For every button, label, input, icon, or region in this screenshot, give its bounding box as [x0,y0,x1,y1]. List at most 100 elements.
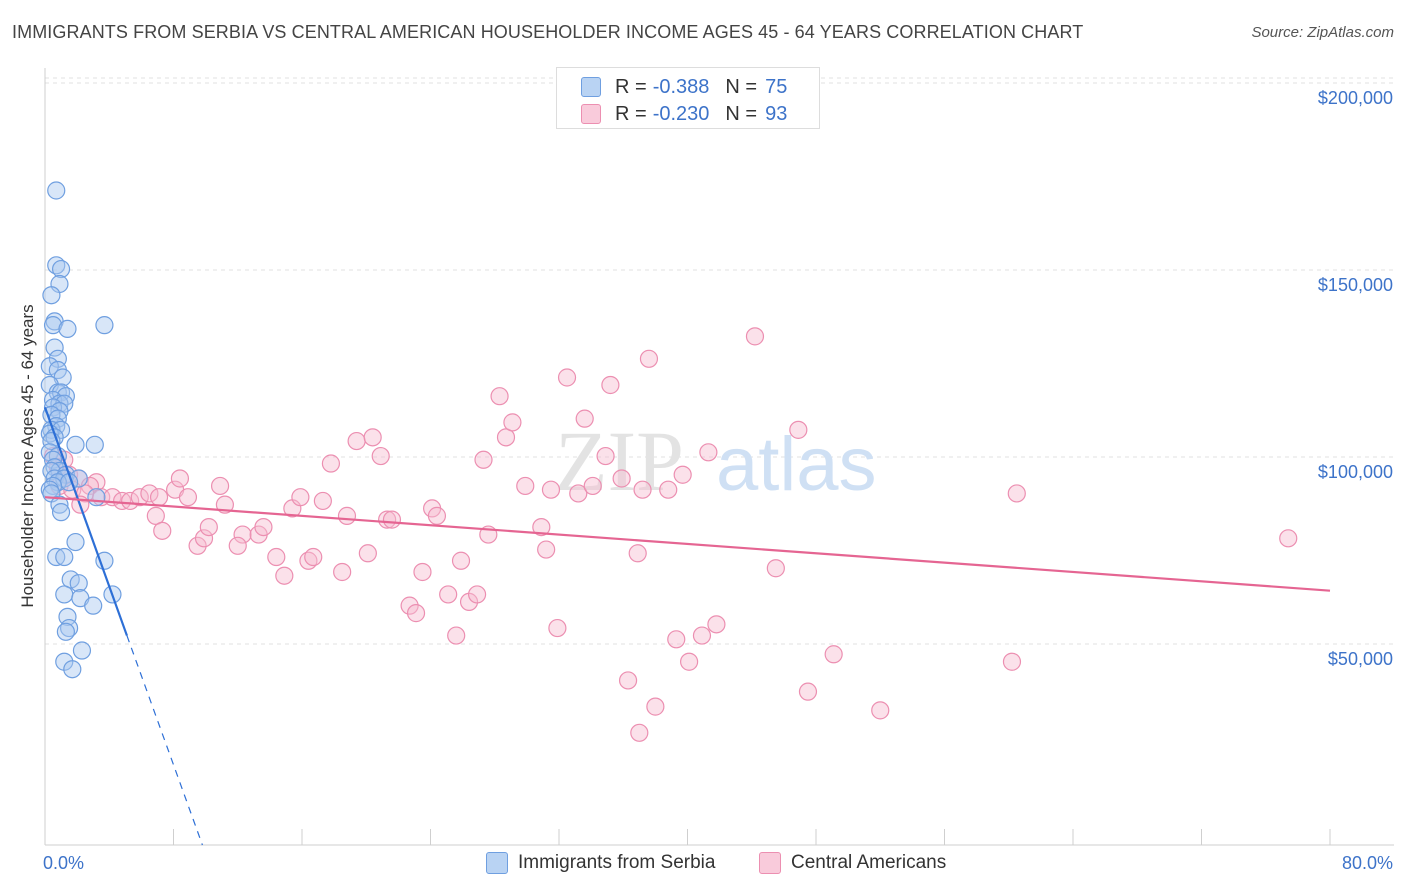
data-point [146,506,165,525]
data-point [267,547,286,567]
data-point [1002,652,1022,671]
data-point [541,480,561,499]
data-point [43,316,63,335]
legend-row-central: R = -0.230 N = 93 [581,102,787,126]
data-point [382,510,402,529]
data-point [66,435,85,454]
data-point [149,488,169,507]
data-point [1279,529,1298,548]
y-tick-label: $100,000 [1318,462,1393,482]
data-point [358,544,377,563]
data-point [633,480,652,499]
data-point [447,626,466,645]
serbia-swatch [581,77,601,97]
serbia-legend-swatch [486,852,508,874]
data-point [51,259,71,279]
r-value: -0.388 [652,75,710,98]
data-point [537,540,556,559]
x-tick-label: 0.0% [43,853,84,873]
data-point [639,349,659,368]
central-legend-label: Central Americans [791,852,947,873]
legend-item-serbia[interactable]: Immigrants from Serbia [486,852,715,874]
data-point [557,368,577,387]
data-point [646,697,665,716]
data-point [194,529,214,548]
data-point [707,615,726,634]
n-value: 75 [765,75,788,98]
data-point [548,618,567,638]
data-point [95,316,114,335]
data-point [69,574,88,593]
data-point [130,488,149,507]
data-point [451,551,471,570]
data-point [47,181,66,200]
legend-row-serbia: R = -0.388 N = 75 [581,75,787,99]
r-label: R = [615,75,647,98]
data-point [121,491,140,511]
legend-item-central[interactable]: Central Americans [759,852,946,874]
source-credit: Source: ZipAtlas.com [1251,24,1394,41]
n-label: N = [725,75,758,98]
trend-lines [43,407,1331,846]
data-point [210,476,230,496]
data-point [363,428,382,447]
central-americans-points [43,327,1298,742]
data-point [467,585,487,604]
data-point [628,544,647,563]
data-point [789,420,808,439]
data-point [427,506,447,525]
data-point [378,510,397,529]
n-value: 93 [765,102,788,125]
serbia-legend-label: Immigrants from Serbia [518,852,716,873]
data-point [406,604,426,623]
data-point [532,517,551,537]
x-tick-labels: 0.0% 80.0% [43,853,1393,873]
data-point [188,536,207,555]
central-swatch [581,104,601,124]
data-point [275,566,294,585]
data-point [153,521,172,540]
data-point [490,387,509,406]
data-point [55,547,74,567]
central-legend-swatch [759,852,781,874]
data-point [51,503,71,522]
data-point [612,469,631,488]
data-point [745,327,765,346]
data-point [766,559,785,578]
data-point [667,630,686,649]
y-tick-label: $150,000 [1318,275,1393,295]
data-point [413,562,432,582]
data-point [199,517,218,537]
data-point [337,506,357,525]
data-point [321,454,341,473]
data-point [178,488,198,507]
data-point [85,435,104,454]
data-point [680,652,699,671]
data-point [333,562,352,582]
data-point [291,488,310,507]
data-point [140,484,159,503]
data-point [503,413,522,432]
data-point [233,525,252,544]
data-point [55,585,74,604]
data-point [66,532,85,552]
data-point [371,446,390,466]
data-point [45,338,64,357]
data-point [798,682,818,701]
data-point [474,450,493,469]
y-tick-label: $50,000 [1328,649,1393,669]
data-point [583,476,602,496]
data-point [439,585,458,604]
data-point [87,488,106,507]
data-point [516,476,535,496]
serbia-trend-line [43,407,128,636]
data-point [228,536,247,555]
x-tick-label: 80.0% [1342,853,1393,873]
serbia-trend-extension [126,635,203,846]
data-point [347,431,366,451]
y-tick-labels: $50,000 $100,000 $150,000 $200,000 [1318,88,1393,669]
data-point [42,286,61,305]
data-point [170,469,190,488]
central-trend-line [44,496,1331,592]
data-point [43,450,63,469]
